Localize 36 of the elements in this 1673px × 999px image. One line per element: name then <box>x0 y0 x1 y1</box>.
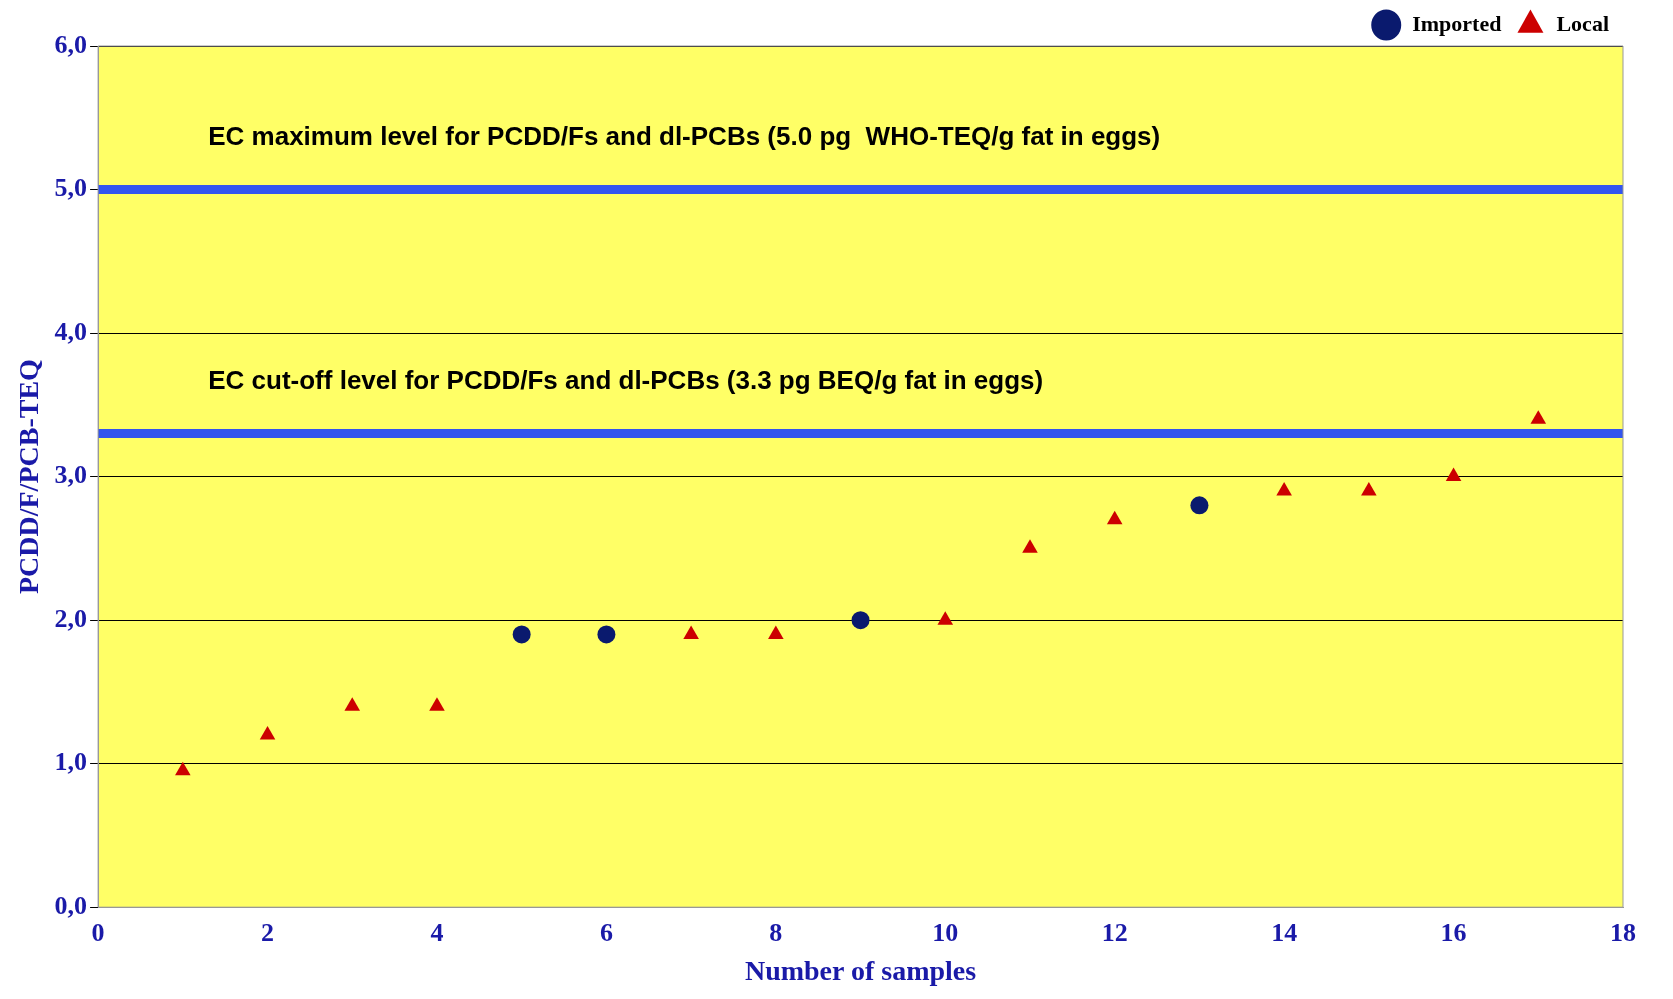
point <box>429 697 445 711</box>
point <box>1445 467 1462 482</box>
y-tick-label: 3,0 <box>54 460 88 490</box>
x-tick-label: 14 <box>1271 917 1298 947</box>
point <box>1361 481 1377 496</box>
point <box>768 625 784 639</box>
x-tick-label: 10 <box>932 917 959 947</box>
x-tick-label: 4 <box>430 917 444 947</box>
x-axis-title: Number of samples <box>744 955 977 987</box>
ref-line-label: EC maximum level for PCDD/Fs and dl-PCBs (5.0 pg WHO-TEQ/g fat in eggs) <box>208 120 1161 151</box>
x-tick-label: 8 <box>769 917 783 947</box>
x-tick-label: 2 <box>261 917 275 947</box>
x-tick-label: 12 <box>1101 917 1128 947</box>
x-tick-label: 0 <box>91 917 105 947</box>
y-tick-label: 0,0 <box>54 890 88 920</box>
x-tick-label: 6 <box>599 917 613 947</box>
y-tick-label: 6,0 <box>54 29 88 59</box>
point <box>1022 539 1038 553</box>
legend-label: Imported <box>1412 10 1502 36</box>
legend-label: Local <box>1556 10 1610 36</box>
ref-line-label: EC cut-off level for PCDD/Fs and dl-PCBs (3.3 pg BEQ/g fat in eggs) <box>208 364 1044 395</box>
y-tick-label: 2,0 <box>54 603 88 633</box>
x-tick-label: 18 <box>1610 917 1636 947</box>
y-axis-title: PCDD/F/PCB-TEQ <box>13 359 45 595</box>
point <box>1106 510 1123 525</box>
y-tick-label: 5,0 <box>54 173 88 203</box>
point <box>259 725 276 740</box>
point <box>1530 410 1547 424</box>
point <box>344 697 361 711</box>
point <box>937 611 954 625</box>
x-tick-label: 16 <box>1440 917 1467 947</box>
point <box>683 625 699 639</box>
y-tick-label: 1,0 <box>54 747 88 777</box>
y-tick-label: 4,0 <box>54 316 88 346</box>
point <box>1276 481 1292 496</box>
point <box>175 761 191 776</box>
